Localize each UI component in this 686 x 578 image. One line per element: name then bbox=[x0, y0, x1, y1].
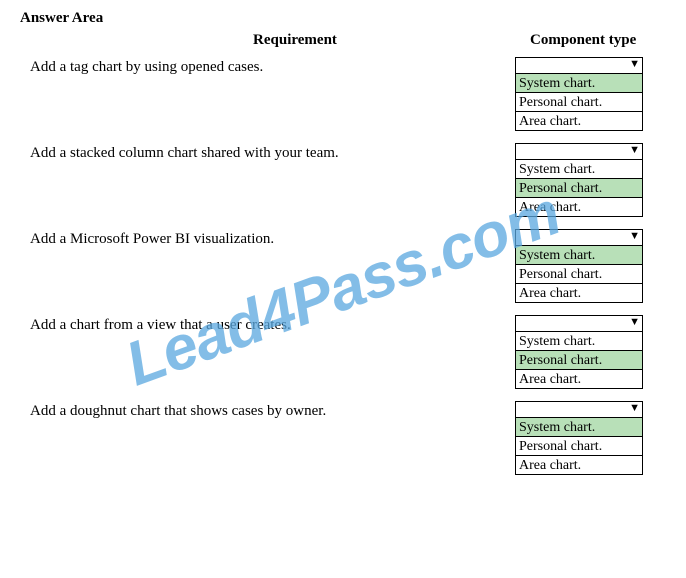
requirement-header: Requirement bbox=[20, 32, 530, 49]
dropdown-option[interactable]: Area chart. bbox=[515, 112, 643, 131]
chevron-down-icon: ▼ bbox=[629, 144, 640, 156]
requirement-text: Add a tag chart by using opened cases. bbox=[20, 57, 515, 76]
dropdown-container: ▼ System chart.Personal chart.Area chart. bbox=[515, 57, 643, 131]
dropdown-container: ▼ System chart.Personal chart.Area chart. bbox=[515, 401, 643, 475]
requirement-row: Add a stacked column chart shared with y… bbox=[20, 143, 666, 217]
requirement-text: Add a Microsoft Power BI visualization. bbox=[20, 229, 515, 248]
dropdown-select[interactable]: ▼ bbox=[515, 57, 643, 74]
dropdown-container: ▼ System chart.Personal chart.Area chart. bbox=[515, 229, 643, 303]
rows-container: Add a tag chart by using opened cases. ▼ S… bbox=[20, 57, 666, 475]
component-type-header: Component type bbox=[530, 32, 636, 49]
chevron-down-icon: ▼ bbox=[629, 230, 640, 242]
column-headers: Requirement Component type bbox=[20, 32, 666, 49]
dropdown-option[interactable]: Personal chart. bbox=[515, 265, 643, 284]
requirement-text: Add a chart from a view that a user crea… bbox=[20, 315, 515, 334]
dropdown-option[interactable]: Personal chart. bbox=[515, 437, 643, 456]
dropdown-select[interactable]: ▼ bbox=[515, 229, 643, 246]
dropdown-option[interactable]: Area chart. bbox=[515, 456, 643, 475]
dropdown-option[interactable]: Area chart. bbox=[515, 370, 643, 389]
dropdown-option[interactable]: Area chart. bbox=[515, 284, 643, 303]
requirement-text: Add a doughnut chart that shows cases by… bbox=[20, 401, 515, 420]
dropdown-option[interactable]: System chart. bbox=[515, 246, 643, 265]
requirement-row: Add a tag chart by using opened cases. ▼ S… bbox=[20, 57, 666, 131]
dropdown-option[interactable]: Personal chart. bbox=[515, 93, 643, 112]
dropdown-container: ▼ System chart.Personal chart.Area chart. bbox=[515, 143, 643, 217]
answer-area-title: Answer Area bbox=[20, 10, 666, 27]
chevron-down-icon: ▼ bbox=[629, 402, 640, 414]
dropdown-option[interactable]: System chart. bbox=[515, 160, 643, 179]
dropdown-select[interactable]: ▼ bbox=[515, 315, 643, 332]
requirement-row: Add a doughnut chart that shows cases by… bbox=[20, 401, 666, 475]
dropdown-option[interactable]: Area chart. bbox=[515, 198, 643, 217]
dropdown-container: ▼ System chart.Personal chart.Area chart. bbox=[515, 315, 643, 389]
chevron-down-icon: ▼ bbox=[629, 58, 640, 70]
dropdown-option[interactable]: System chart. bbox=[515, 418, 643, 437]
dropdown-select[interactable]: ▼ bbox=[515, 401, 643, 418]
dropdown-option[interactable]: System chart. bbox=[515, 74, 643, 93]
requirement-row: Add a chart from a view that a user crea… bbox=[20, 315, 666, 389]
requirement-text: Add a stacked column chart shared with y… bbox=[20, 143, 515, 162]
requirement-row: Add a Microsoft Power BI visualization.▼… bbox=[20, 229, 666, 303]
dropdown-option[interactable]: System chart. bbox=[515, 332, 643, 351]
dropdown-select[interactable]: ▼ bbox=[515, 143, 643, 160]
chevron-down-icon: ▼ bbox=[629, 316, 640, 328]
dropdown-option[interactable]: Personal chart. bbox=[515, 351, 643, 370]
dropdown-option[interactable]: Personal chart. bbox=[515, 179, 643, 198]
